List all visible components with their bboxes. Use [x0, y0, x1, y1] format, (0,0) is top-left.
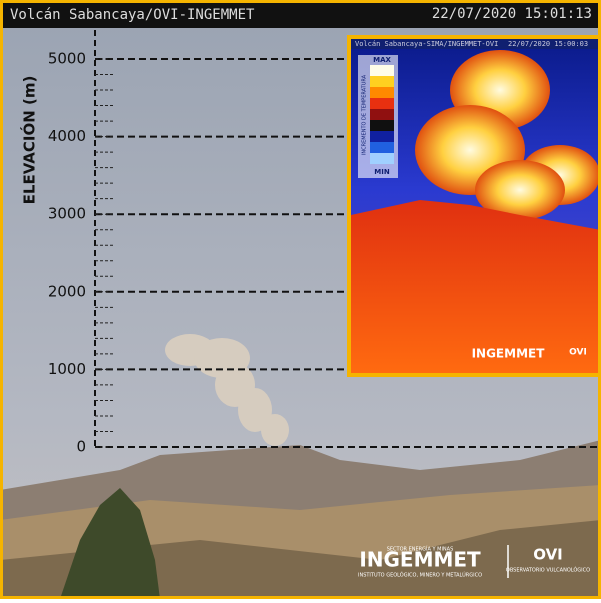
observatory-text: OBSERVATORIO VULCANOLÓGICO — [506, 567, 590, 574]
inset-logo: INGEMMET — [472, 347, 546, 361]
institute-text: INSTITUTO GEOLÓGICO, MINERO Y METALÚRGIC… — [358, 572, 482, 579]
inset-timestamp: 22/07/2020 15:00:03 — [508, 40, 588, 48]
legend-min: MIN — [374, 168, 390, 176]
header-title: Volcán Sabancaya/OVI-INGEMMET — [10, 7, 255, 23]
legend-label: INCREMENTO DE TEMPERATURA — [362, 74, 368, 155]
ovi-logo: OVI — [533, 546, 563, 564]
webcam-frame: 0 1000 2000 3000 4000 5000 ELEVACIÓN (m) Volc… — [0, 0, 601, 599]
elevation-label: 1000 — [48, 360, 86, 378]
ingemmet-logo: INGEMMET — [359, 548, 481, 572]
elevation-label: 2000 — [48, 282, 86, 300]
elevation-label: 4000 — [48, 127, 86, 145]
elevation-label: 5000 — [48, 50, 86, 68]
header-timestamp: 22/07/2020 15:01:13 — [432, 6, 592, 22]
legend-max: MAX — [373, 56, 391, 64]
inset-title: Volcán Sabancaya-SIMA/INGEMMET-OVI — [355, 40, 498, 48]
elevation-label: 3000 — [48, 205, 86, 223]
elevation-label: 0 — [76, 438, 86, 456]
inset-logo-ovi: OVI — [569, 348, 587, 358]
scale-label: ELEVACIÓN (m) — [20, 76, 39, 205]
